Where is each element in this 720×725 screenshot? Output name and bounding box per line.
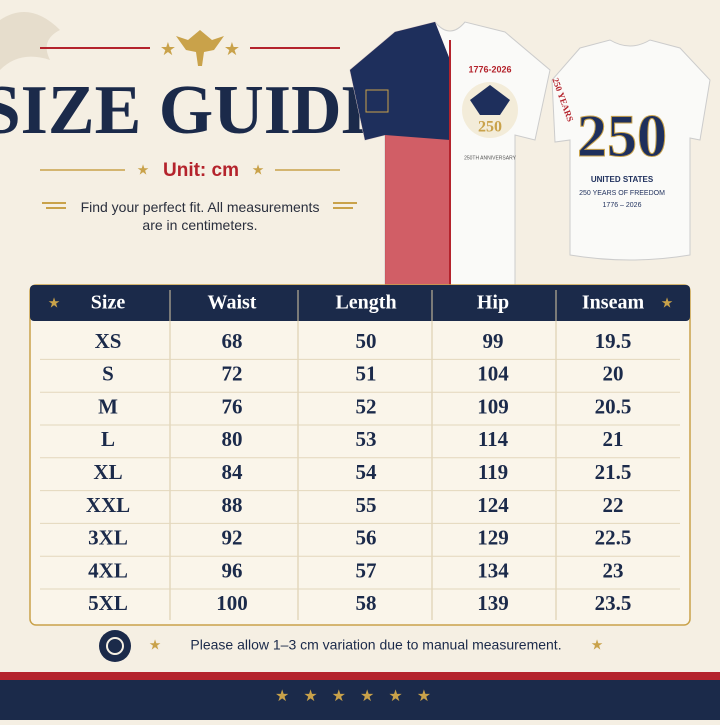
cell: 72 [222,362,243,386]
cell: 129 [477,526,509,550]
cell: 109 [477,394,509,418]
cell: 19.5 [595,329,632,353]
cell: 124 [477,493,509,517]
title-ornament: ★ ★ [40,30,340,66]
cell: XS [95,329,122,353]
description-ornament [42,202,357,209]
tape-icon-ring [106,637,124,655]
cell: 22.5 [595,526,632,550]
cell: 139 [477,591,509,615]
svg-text:★: ★ [252,162,265,178]
svg-text:★: ★ [160,39,176,59]
column-header: Size [91,292,126,314]
note-star: ★ [149,637,162,653]
column-header: Hip [477,292,509,314]
table-header [30,285,690,321]
cell: 80 [222,427,243,451]
cell: 53 [356,427,377,451]
svg-text:★: ★ [224,39,240,59]
back-line3: 1776 – 2026 [603,202,642,209]
cell: 52 [356,394,377,418]
cell: 20.5 [595,394,632,418]
eagle-watermark [0,12,60,70]
footer-note: Please allow 1–3 cm variation due to man… [190,637,561,653]
cell: 58 [356,591,377,615]
badge-number: 250 [478,119,502,136]
title: SIZE GUIDE [0,72,388,149]
cell: 99 [483,329,504,353]
cell: 76 [222,394,243,418]
cell: 22 [603,493,624,517]
bottom-stripe [0,672,720,680]
cell: 50 [356,329,377,353]
cell: XL [93,460,122,484]
cell: 100 [216,591,248,615]
table-body: Size Waist Length Hip Inseam XS 68 50 99 19.5 S 72 5… [40,290,680,620]
cell: 88 [222,493,243,517]
cell: 119 [478,460,508,484]
header-star: ★ [48,295,61,311]
cell: 84 [222,460,244,484]
back-line1: UNITED STATES [591,175,654,184]
front-caption: 250TH ANNIVERSARY [464,155,517,161]
back-jersey: 250 YEARS 250 UNITED STATES 250 YEARS OF… [550,39,711,261]
cell: 57 [356,558,377,582]
cell: 4XL [88,558,128,582]
cell: 92 [222,526,243,550]
cell: 20 [603,362,624,386]
header-star: ★ [661,295,674,311]
cell: 68 [222,329,243,353]
bottom-band [0,680,720,720]
cell: 55 [356,493,377,517]
cell: S [102,362,114,386]
badge-years: 1776-2026 [468,64,511,74]
cell: 23.5 [595,591,632,615]
tape-icon [99,630,131,662]
cell: M [98,394,118,418]
cell: 96 [222,558,243,582]
cell: 54 [356,460,378,484]
cell: 21.5 [595,460,632,484]
cell: 134 [477,558,509,582]
back-line2: 250 YEARS OF FREEDOM [579,190,665,197]
column-header: Waist [208,292,257,314]
front-jersey: 1776-2026 250 250TH ANNIVERSARY [349,21,551,291]
svg-text:★: ★ [137,162,150,178]
bottom-stars: ★★★★★★ [275,688,445,705]
back-number: 250 [577,103,667,169]
cell: 104 [477,362,509,386]
cell: 56 [356,526,377,550]
cell: XXL [86,493,130,517]
cell: 5XL [88,591,128,615]
cell: 23 [603,558,624,582]
cell: L [101,427,115,451]
cell: 21 [603,427,624,451]
cell: 114 [478,427,509,451]
description: Find your perfect fit. All measurements a… [81,199,320,233]
cell: 51 [356,362,377,386]
note-star: ★ [591,637,604,653]
column-header: Inseam [582,292,645,314]
cell: 3XL [88,526,128,550]
unit: Unit: cm [163,160,239,181]
unit-ornament: ★ ★ [40,162,340,178]
column-header: Length [335,292,396,314]
